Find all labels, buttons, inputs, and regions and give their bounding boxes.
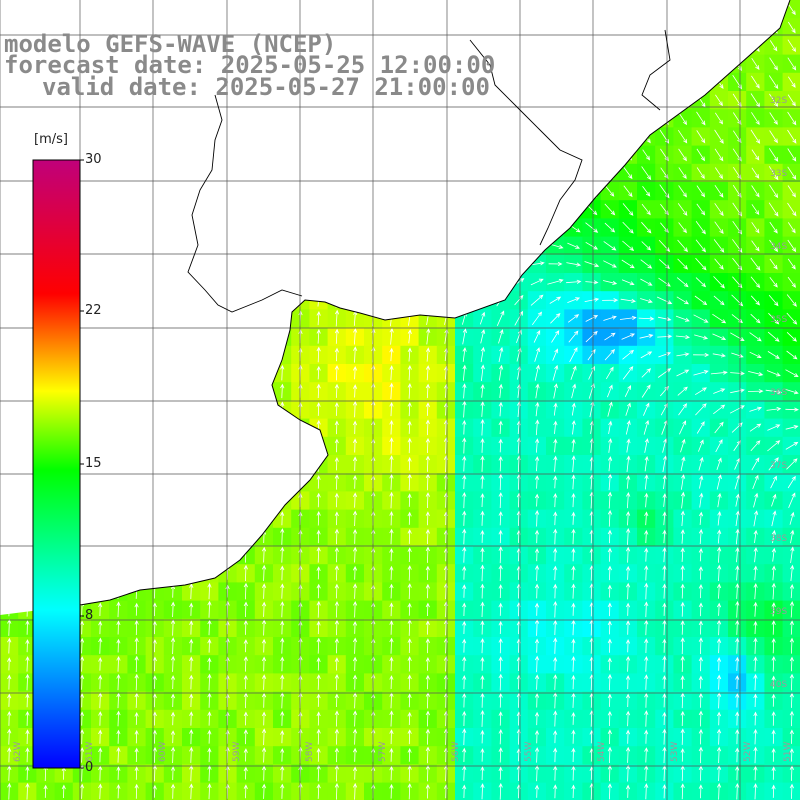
colorbar-gradient (32, 159, 81, 769)
lat-label: 34S (770, 242, 787, 252)
grid-labels: 32S 33S 34S 35S 36S 37S 38S 39S 40S 62W 61W 60W 59W 5… (13, 96, 793, 762)
lat-label: 37S (770, 461, 787, 471)
lat-label: 35S (770, 315, 787, 325)
lon-label: 62W (13, 742, 23, 762)
lat-label: 38S (770, 534, 787, 544)
colorbar-tick-8: 8 (85, 608, 94, 623)
wind-vectors (5, 1, 799, 800)
colorbar-tick-15: 15 (85, 456, 102, 471)
colorbar-unit: [m/s] (34, 132, 68, 147)
lat-label: 39S (770, 607, 787, 617)
colorbar-tick-30: 30 (85, 152, 102, 167)
valid-date: valid date: 2025-05-27 21:00:00 (42, 73, 490, 101)
colorbar (32, 159, 84, 769)
lat-label: 33S (770, 169, 787, 179)
colorbar-tick-0: 0 (85, 760, 94, 775)
lon-label: 56W (451, 742, 461, 762)
lat-label: 32S (770, 96, 787, 106)
lon-label: 59W (232, 742, 242, 762)
lat-label: 36S (770, 388, 787, 398)
lon-label: 58W (305, 742, 315, 762)
lon-label: 61W (85, 742, 95, 762)
lon-label: 53W (670, 742, 680, 762)
lon-label: 57W (378, 742, 388, 762)
land-mask (0, 0, 790, 615)
lon-label: 51W (783, 742, 793, 762)
lon-label: 60W (158, 742, 168, 762)
lat-label: 40S (770, 680, 787, 690)
lon-label: 55W (524, 742, 534, 762)
coastline (39, 0, 791, 611)
forecast-date: forecast date: 2025-05-25 12:00:00 (4, 51, 496, 79)
model-title: modelo GEFS-WAVE (NCEP) (4, 30, 337, 58)
colorbar-tick-22: 22 (85, 303, 102, 318)
lon-label: 52W (743, 742, 753, 762)
lon-label: 54W (597, 742, 607, 762)
